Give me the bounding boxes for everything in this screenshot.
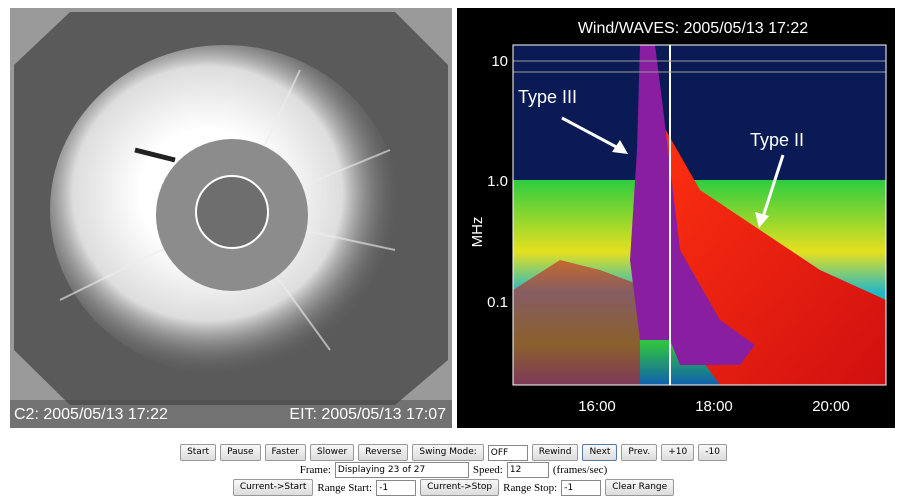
x-tick: 20:00 — [812, 398, 850, 415]
swing-button[interactable]: Swing Mode: — [412, 444, 484, 461]
eit-disk — [195, 175, 269, 249]
ticks — [513, 60, 886, 73]
current-stop-button[interactable]: Current->Stop — [420, 479, 500, 496]
range-stop-input[interactable]: -1 — [561, 479, 602, 496]
speed-input[interactable]: 12 — [506, 462, 549, 478]
controls-row-2: Frame: Displaying 23 of 27 Speed: 12 (fr… — [0, 462, 907, 478]
planet-streak — [134, 147, 176, 163]
type-iii-burst — [630, 45, 755, 365]
range-start-input[interactable]: -1 — [376, 479, 417, 496]
arrow-head — [755, 212, 769, 228]
prev-button[interactable]: Prev. — [621, 444, 658, 461]
y-tick: 0.1 — [487, 294, 508, 311]
speed-unit: (frames/sec) — [552, 464, 608, 476]
reverse-button[interactable]: Reverse — [358, 444, 409, 461]
spectrum-title: Wind/WAVES: 2005/05/13 17:22 — [578, 20, 808, 37]
controls-row-1: Start Pause Faster Slower Reverse Swing … — [0, 444, 907, 461]
rewind-button[interactable]: Rewind — [531, 444, 579, 461]
frame-input[interactable]: Displaying 23 of 27 — [334, 462, 469, 478]
low-red — [513, 260, 640, 385]
arrow — [561, 116, 623, 152]
plot-border — [512, 44, 887, 386]
x-tick: 16:00 — [578, 398, 616, 415]
x-tick: 18:00 — [695, 398, 733, 415]
c2-label: C2: 2005/05/13 17:22 — [14, 406, 168, 423]
slower-button[interactable]: Slower — [309, 444, 355, 461]
next-button[interactable]: Next — [582, 444, 618, 461]
arrow — [760, 154, 785, 221]
start-button[interactable]: Start — [180, 444, 217, 461]
panels: C2: 2005/05/13 17:22 EIT: 2005/05/13 17:… — [10, 8, 895, 428]
range-start-label: Range Start: — [317, 481, 373, 494]
speed-label: Speed: — [472, 464, 503, 476]
y-tick: 1.0 — [487, 173, 508, 190]
plus10-button[interactable]: +10 — [661, 444, 695, 461]
swing-input[interactable]: OFF — [487, 444, 528, 461]
annotation: Type II — [750, 130, 804, 150]
frame-label: Frame: — [299, 464, 331, 476]
y-tick: 10 — [491, 53, 508, 70]
current-start-button[interactable]: Current->Start — [232, 479, 314, 496]
pause-button[interactable]: Pause — [220, 444, 261, 461]
controls-row-3: Current->Start Range Start: -1 Current->… — [0, 479, 907, 496]
annotation: Type III — [518, 87, 577, 107]
y-axis-label: MHz — [469, 217, 486, 248]
minus10-button[interactable]: -10 — [698, 444, 727, 461]
clear-range-button[interactable]: Clear Range — [605, 479, 675, 496]
arrow-head — [612, 140, 628, 154]
range-stop-label: Range Stop: — [503, 481, 558, 494]
label-band — [10, 400, 452, 428]
eit-label: EIT: 2005/05/13 17:07 — [289, 406, 446, 423]
faster-button[interactable]: Faster — [264, 444, 306, 461]
